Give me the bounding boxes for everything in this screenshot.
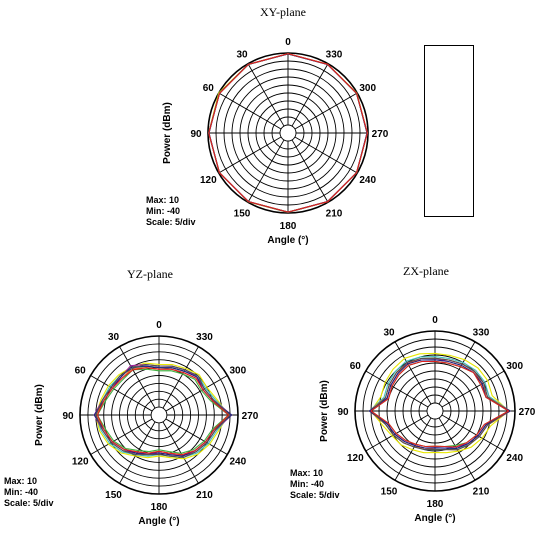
stat-max: Max: 10 — [4, 476, 37, 486]
grid-spoke — [291, 139, 329, 203]
grid-spoke — [247, 63, 285, 127]
series-line — [96, 368, 230, 454]
series-line — [370, 352, 510, 454]
angle-tick-label: 30 — [383, 327, 395, 338]
grid-spoke — [165, 418, 228, 455]
y-axis-label: Power (dBm) — [162, 102, 173, 164]
grid-spoke — [218, 92, 282, 130]
angle-tick-label: 240 — [359, 175, 376, 186]
stat-scale: Scale: 5/div — [4, 498, 54, 508]
series-line — [370, 360, 510, 448]
legend-box — [424, 45, 474, 217]
angle-tick-label: 210 — [326, 209, 343, 220]
x-axis-label: Angle (°) — [138, 516, 179, 527]
angle-tick-label: 240 — [506, 453, 523, 464]
stat-max: Max: 10 — [146, 195, 179, 205]
stat-min: Min: -40 — [146, 206, 180, 216]
grid-ring — [150, 406, 168, 424]
grid-ring — [426, 402, 444, 420]
angle-tick-label: 330 — [473, 327, 490, 338]
angle-tick-label: 0 — [156, 320, 162, 331]
series-line — [95, 364, 231, 458]
grid-spoke — [165, 375, 228, 412]
grid-spoke — [294, 92, 358, 130]
angle-tick-label: 180 — [427, 499, 444, 510]
angle-tick-label: 150 — [105, 490, 122, 501]
grid-spoke — [441, 414, 505, 452]
grid-spoke — [291, 63, 329, 127]
grid-spoke — [438, 341, 476, 405]
series-line — [96, 367, 230, 456]
angle-tick-label: 210 — [473, 487, 490, 498]
angle-tick-label: 60 — [203, 83, 215, 94]
angle-tick-label: 270 — [519, 407, 536, 418]
series-line — [370, 360, 510, 448]
angle-tick-label: 210 — [196, 490, 213, 501]
angle-tick-label: 120 — [72, 457, 89, 468]
angle-tick-label: 300 — [229, 366, 246, 377]
grid-spoke — [119, 346, 156, 409]
angle-tick-label: 240 — [229, 457, 246, 468]
grid-spoke — [365, 414, 429, 452]
angle-tick-label: 0 — [432, 315, 438, 326]
stat-min: Min: -40 — [290, 479, 324, 489]
angle-tick-label: 180 — [151, 502, 168, 513]
angle-tick-label: 120 — [200, 175, 217, 186]
angle-tick-label: 180 — [280, 221, 297, 232]
angle-tick-label: 60 — [75, 366, 87, 377]
series-line — [368, 359, 511, 449]
angle-tick-label: 60 — [350, 361, 362, 372]
x-axis-label: Angle (°) — [414, 513, 455, 524]
stat-max: Max: 10 — [290, 468, 323, 478]
angle-tick-label: 90 — [337, 407, 349, 418]
angle-tick-label: 270 — [242, 411, 259, 422]
grid-spoke — [90, 418, 153, 455]
grid-spoke — [394, 417, 432, 481]
grid-spoke — [247, 139, 285, 203]
stat-min: Min: -40 — [4, 487, 38, 497]
grid-spoke — [162, 346, 199, 409]
angle-tick-label: 90 — [62, 411, 74, 422]
angle-tick-label: 30 — [108, 332, 120, 343]
chart-title: YZ-plane — [127, 267, 173, 281]
angle-tick-label: 330 — [326, 49, 343, 60]
grid-spoke — [294, 136, 358, 174]
angle-tick-label: 30 — [236, 49, 248, 60]
grid-spoke — [218, 136, 282, 174]
angle-tick-label: 0 — [285, 37, 291, 48]
angle-tick-label: 270 — [372, 129, 389, 140]
series-line — [95, 362, 230, 460]
grid-spoke — [394, 341, 432, 405]
chart-title: ZX-plane — [403, 264, 449, 278]
angle-tick-label: 90 — [190, 129, 202, 140]
series-line — [370, 357, 510, 451]
grid-spoke — [441, 370, 505, 408]
y-axis-label: Power (dBm) — [319, 380, 330, 442]
y-axis-label: Power (dBm) — [34, 384, 45, 446]
stat-scale: Scale: 5/div — [146, 217, 196, 227]
angle-tick-label: 120 — [347, 453, 364, 464]
grid-spoke — [365, 370, 429, 408]
stat-scale: Scale: 5/div — [290, 490, 340, 500]
grid-ring — [279, 124, 297, 142]
grid-spoke — [438, 417, 476, 481]
angle-tick-label: 330 — [196, 332, 213, 343]
x-axis-label: Angle (°) — [267, 235, 308, 246]
series-line — [368, 357, 511, 451]
angle-tick-label: 150 — [234, 209, 251, 220]
grid-spoke — [119, 421, 156, 484]
chart-title: XY-plane — [260, 5, 306, 19]
grid-spoke — [90, 375, 153, 412]
angle-tick-label: 300 — [359, 83, 376, 94]
series-line — [208, 53, 368, 213]
grid-spoke — [162, 421, 199, 484]
angle-tick-label: 300 — [506, 361, 523, 372]
angle-tick-label: 150 — [381, 487, 398, 498]
